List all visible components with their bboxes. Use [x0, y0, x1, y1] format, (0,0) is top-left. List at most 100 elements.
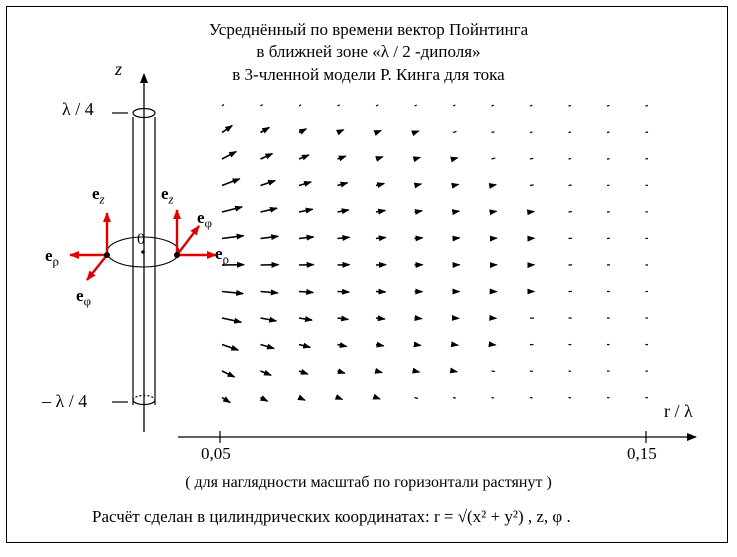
field-arrow — [414, 104, 418, 107]
field-arrow — [526, 209, 536, 216]
field-arrow — [298, 342, 312, 349]
unit-vectors-left — [69, 212, 111, 281]
field-arrow — [221, 178, 241, 187]
field-arrow — [221, 317, 243, 324]
field-arrow — [221, 396, 231, 404]
field-arrow — [260, 179, 277, 187]
title-line-3: в 3-членной модели Р. Кинга для тока — [232, 65, 505, 84]
field-arrow — [411, 130, 420, 137]
field-arrow — [412, 367, 421, 374]
field-arrow — [375, 182, 386, 189]
origin-label: 0 — [137, 231, 145, 248]
field-arrow — [491, 370, 495, 373]
field-arrow — [337, 181, 349, 188]
field-arrow — [645, 104, 649, 107]
field-arrow — [568, 131, 572, 134]
field-arrow — [337, 104, 340, 107]
field-arrow — [375, 156, 384, 162]
field-arrow — [414, 208, 423, 215]
field-arrow — [606, 131, 610, 134]
origin-point — [141, 250, 145, 254]
z-bottom-tick-label: – λ / 4 — [42, 391, 88, 411]
field-arrow — [260, 206, 278, 213]
field-arrow — [298, 128, 308, 135]
figure-frame — [6, 6, 728, 543]
field-arrow — [529, 184, 534, 187]
field-arrow — [491, 396, 495, 399]
dipole-cylinder — [132, 107, 156, 406]
field-arrow — [260, 104, 263, 107]
field-arrow — [375, 208, 387, 215]
title-line-1: Усреднённый по времени вектор Пойнтинга — [208, 20, 529, 39]
field-arrow — [451, 209, 461, 216]
field-arrow — [298, 234, 315, 241]
field-arrow — [221, 289, 245, 296]
field-arrow — [375, 235, 387, 242]
field-arrow — [568, 157, 572, 160]
field-arrow — [221, 103, 225, 107]
field-arrow — [452, 104, 456, 107]
field-arrow — [297, 394, 306, 401]
z-top-tick-label: λ / 4 — [62, 99, 94, 119]
field-arrow — [529, 157, 534, 160]
field-arrow — [412, 156, 422, 163]
field-arrow — [337, 234, 351, 241]
field-arrow — [221, 343, 240, 351]
field-arrow — [491, 131, 495, 134]
field-arrow — [298, 316, 313, 322]
label-ez-left: ez — [92, 184, 105, 207]
r-tick-label-1: 0,05 — [201, 444, 231, 463]
field-arrow — [372, 393, 382, 400]
field-arrow — [375, 104, 379, 107]
left-vector-origin — [104, 252, 110, 258]
field-arrow — [221, 370, 236, 378]
field-arrow — [450, 156, 459, 163]
r-axis-label: r / λ — [664, 401, 693, 421]
scale-note: ( для наглядности масштаб по горизонтали… — [185, 474, 552, 491]
field-arrow — [298, 368, 309, 375]
field-arrow — [298, 154, 310, 161]
field-arrow — [488, 341, 497, 348]
field-arrow — [529, 131, 533, 134]
field-arrow — [221, 150, 238, 160]
label-erho-left: eρ — [45, 246, 60, 269]
field-arrow — [260, 369, 272, 377]
unit-vectors-right — [173, 209, 217, 259]
field-arrow — [260, 234, 280, 241]
field-arrow — [452, 130, 457, 134]
field-arrow — [414, 396, 419, 400]
field-arrow — [337, 155, 347, 162]
field-arrow — [337, 368, 346, 375]
field-arrow — [568, 184, 572, 187]
field-arrow — [221, 124, 234, 134]
field-arrow — [259, 395, 269, 402]
field-arrow — [337, 342, 348, 348]
field-arrow — [374, 367, 383, 374]
field-arrow — [375, 341, 385, 348]
field-arrow — [260, 289, 279, 296]
z-axis-label: z — [115, 59, 123, 79]
calculation-note: Расчёт сделан в цилиндрических координат… — [92, 507, 571, 526]
field-arrow — [489, 209, 498, 216]
field-arrow — [298, 181, 313, 187]
field-arrow — [260, 152, 274, 160]
field-arrow — [568, 104, 572, 107]
field-arrow — [414, 235, 424, 242]
field-arrow — [450, 341, 460, 348]
field-arrow — [451, 182, 460, 189]
field-arrow — [491, 104, 495, 107]
field-arrow — [606, 104, 610, 107]
field-arrow — [334, 394, 344, 400]
r-tick-label-2: 0,15 — [627, 444, 657, 463]
field-arrow — [449, 367, 459, 374]
field-arrow — [645, 131, 649, 134]
field-arrow — [414, 315, 423, 322]
field-arrow — [221, 233, 245, 240]
label-ephi-left: eφ — [76, 286, 92, 309]
field-arrow — [298, 207, 314, 214]
field-arrow — [260, 343, 275, 350]
label-ez-right: ez — [161, 184, 174, 207]
field-arrow — [298, 288, 315, 295]
title-line-2: в ближней зоне «λ / 2 -диполя» — [256, 42, 481, 61]
